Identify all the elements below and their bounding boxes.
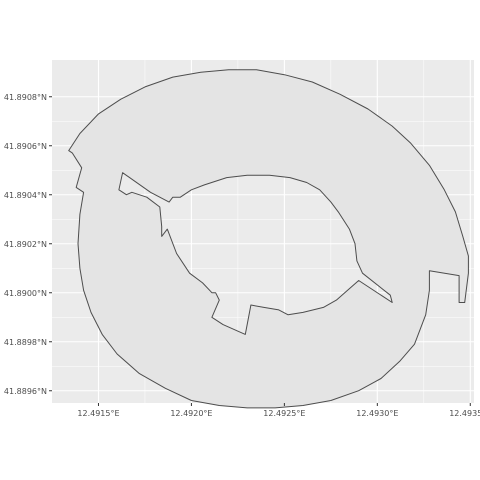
y-tick-label: 41.8908°N <box>4 93 47 102</box>
y-tick-label: 41.8896°N <box>4 387 47 396</box>
x-tick-label: 12.4920°E <box>170 409 212 418</box>
y-tick-label: 41.8904°N <box>4 191 47 200</box>
x-tick-label: 12.4915°E <box>77 409 119 418</box>
x-axis: 12.4915°E 12.4920°E 12.4925°E 12.4930°E 12.4… <box>77 403 480 418</box>
map-polygon <box>68 69 469 409</box>
y-tick-label: 41.8898°N <box>4 338 47 347</box>
x-tick-label: 12.4930°E <box>356 409 398 418</box>
y-tick-label: 41.8900°N <box>4 289 47 298</box>
x-tick-label: 12.4935°E <box>449 409 480 418</box>
x-tick-label: 12.4925°E <box>263 409 305 418</box>
y-axis: 41.8896°N 41.8898°N 41.8900°N 41.8902°N 41.8… <box>4 93 52 396</box>
y-tick-label: 41.8906°N <box>4 142 47 151</box>
y-tick-label: 41.8902°N <box>4 240 47 249</box>
